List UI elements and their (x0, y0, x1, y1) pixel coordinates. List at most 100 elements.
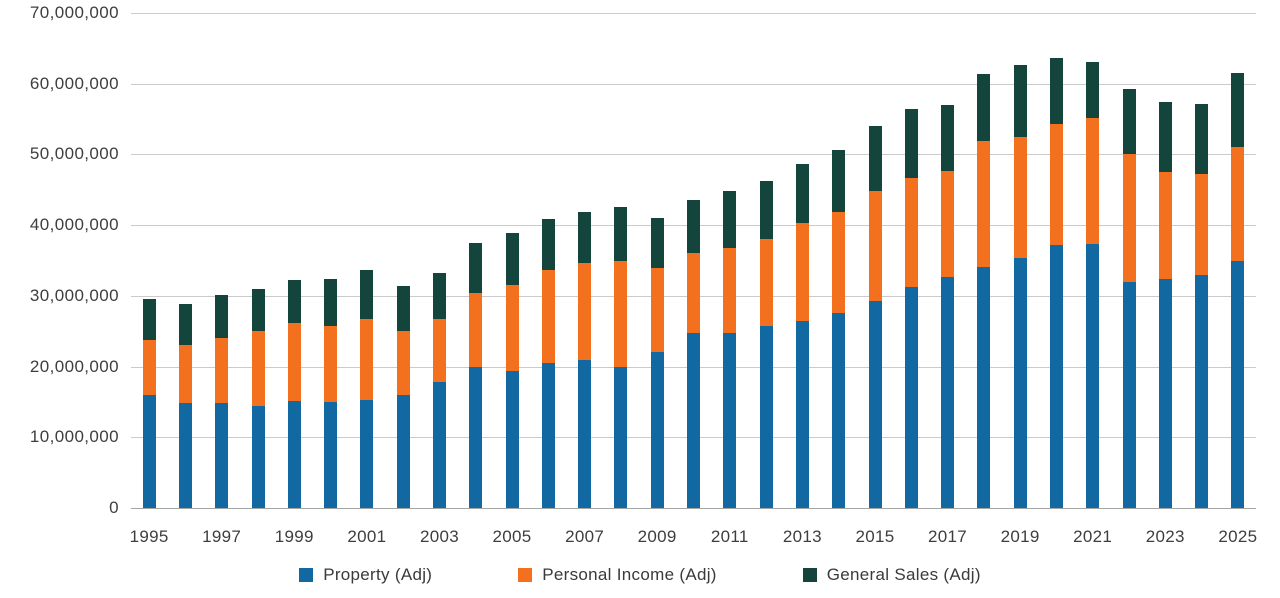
bar-segment-personal-income-adj (287, 322, 301, 401)
bar-2003 (433, 273, 446, 508)
bar-segment-general-sales-adj (287, 279, 301, 323)
bar-segment-property-adj (650, 352, 664, 508)
bar-2015 (868, 126, 882, 508)
bar-segment-personal-income-adj (832, 212, 846, 313)
bar-2011 (723, 191, 737, 508)
bar-segment-property-adj (287, 400, 301, 508)
x-axis-tick-label: 2001 (347, 527, 387, 546)
bar-segment-property-adj (360, 399, 374, 508)
bar-segment-property-adj (795, 320, 809, 508)
bar-segment-personal-income-adj (723, 248, 737, 333)
bar-2021 (1086, 61, 1100, 508)
bar-segment-property-adj (977, 266, 991, 508)
legend-label-general-sales: General Sales (Adj) (826, 565, 981, 584)
bar-segment-general-sales-adj (1086, 61, 1100, 118)
x-axis-tick-label: 2005 (492, 527, 532, 546)
bar-segment-property-adj (396, 394, 410, 508)
bar-segment-general-sales-adj (1195, 103, 1209, 175)
bar-2016 (904, 109, 918, 508)
bar-segment-general-sales-adj (142, 298, 156, 340)
bar-2002 (396, 286, 410, 508)
bar-segment-property-adj (614, 366, 628, 508)
bar-segment-property-adj (1122, 281, 1136, 508)
bar-segment-personal-income-adj (977, 141, 991, 267)
bar-segment-general-sales-adj (215, 295, 229, 339)
bar-segment-property-adj (1013, 258, 1027, 508)
gridline (131, 13, 1256, 14)
y-axis-tick-label: 40,000,000 (29, 215, 119, 235)
bar-segment-property-adj (541, 363, 555, 508)
bar-2010 (687, 199, 700, 508)
bar-segment-general-sales-adj (832, 149, 846, 213)
x-axis-tick-label: 2015 (855, 527, 895, 546)
bar-1995 (142, 298, 156, 508)
x-axis-tick-label: 2013 (782, 527, 822, 546)
bar-segment-property-adj (687, 333, 700, 508)
bar-segment-personal-income-adj (1231, 147, 1245, 262)
property-swatch-icon (299, 568, 314, 582)
x-axis-tick-label: 2021 (1073, 527, 1113, 546)
bar-segment-personal-income-adj (505, 285, 519, 371)
bar-segment-property-adj (251, 405, 265, 508)
y-axis-tick-label: 20,000,000 (29, 356, 119, 376)
bar-segment-personal-income-adj (251, 330, 265, 406)
bar-segment-general-sales-adj (687, 199, 700, 254)
bar-segment-property-adj (178, 402, 192, 508)
bar-2020 (1049, 58, 1063, 508)
bar-segment-general-sales-adj (324, 278, 338, 327)
x-axis-tick-label: 2009 (637, 527, 677, 546)
bar-segment-property-adj (1158, 278, 1172, 508)
x-axis-tick-label: 2025 (1218, 527, 1258, 546)
bar-2008 (614, 206, 628, 508)
bar-1996 (178, 303, 192, 508)
bar-segment-personal-income-adj (795, 223, 809, 321)
bar-segment-general-sales-adj (541, 218, 555, 271)
bar-2001 (360, 270, 374, 508)
bar-segment-personal-income-adj (868, 191, 882, 301)
bar-segment-general-sales-adj (469, 242, 483, 294)
bar-segment-personal-income-adj (541, 270, 555, 363)
bar-1999 (287, 279, 301, 508)
bar-2006 (541, 218, 555, 508)
legend-label-property: Property (Adj) (323, 565, 433, 584)
bar-1998 (251, 288, 265, 508)
bar-segment-property-adj (1049, 244, 1063, 508)
bar-segment-general-sales-adj (977, 73, 991, 142)
bar-segment-general-sales-adj (868, 126, 882, 192)
y-axis-tick-label: 60,000,000 (29, 73, 119, 93)
bar-2022 (1122, 88, 1136, 508)
bar-segment-property-adj (723, 332, 737, 508)
bar-2014 (832, 149, 846, 508)
bar-segment-general-sales-adj (578, 211, 592, 264)
bar-2007 (578, 211, 592, 508)
gridline (131, 83, 1256, 85)
bar-segment-personal-income-adj (1013, 136, 1027, 259)
x-axis-tick-label: 2023 (1145, 527, 1185, 546)
bar-segment-property-adj (868, 300, 882, 508)
bar-segment-general-sales-adj (1013, 64, 1027, 137)
bar-2018 (977, 73, 991, 508)
x-axis-tick-label: 2007 (565, 527, 605, 546)
bar-2023 (1158, 102, 1172, 508)
bar-segment-general-sales-adj (941, 104, 954, 172)
gridline (131, 154, 1256, 156)
bar-segment-personal-income-adj (578, 263, 592, 361)
bar-segment-personal-income-adj (1086, 117, 1100, 245)
bar-2017 (941, 104, 954, 508)
bar-segment-property-adj (832, 312, 846, 508)
bar-segment-property-adj (941, 276, 954, 508)
x-axis-tick-label: 1999 (274, 527, 314, 546)
bar-segment-property-adj (142, 394, 156, 508)
y-axis-tick-label: 10,000,000 (29, 427, 119, 447)
bar-segment-general-sales-adj (433, 273, 446, 319)
x-axis-tick-label: 1997 (202, 527, 242, 546)
bar-segment-property-adj (469, 366, 483, 508)
bar-segment-personal-income-adj (1122, 154, 1136, 282)
bar-1997 (215, 295, 229, 508)
bar-2025 (1231, 73, 1245, 508)
bar-segment-personal-income-adj (650, 268, 664, 353)
bar-segment-property-adj (433, 382, 446, 508)
bar-segment-personal-income-adj (142, 339, 156, 395)
bar-segment-property-adj (904, 286, 918, 508)
bar-segment-general-sales-adj (759, 181, 773, 240)
